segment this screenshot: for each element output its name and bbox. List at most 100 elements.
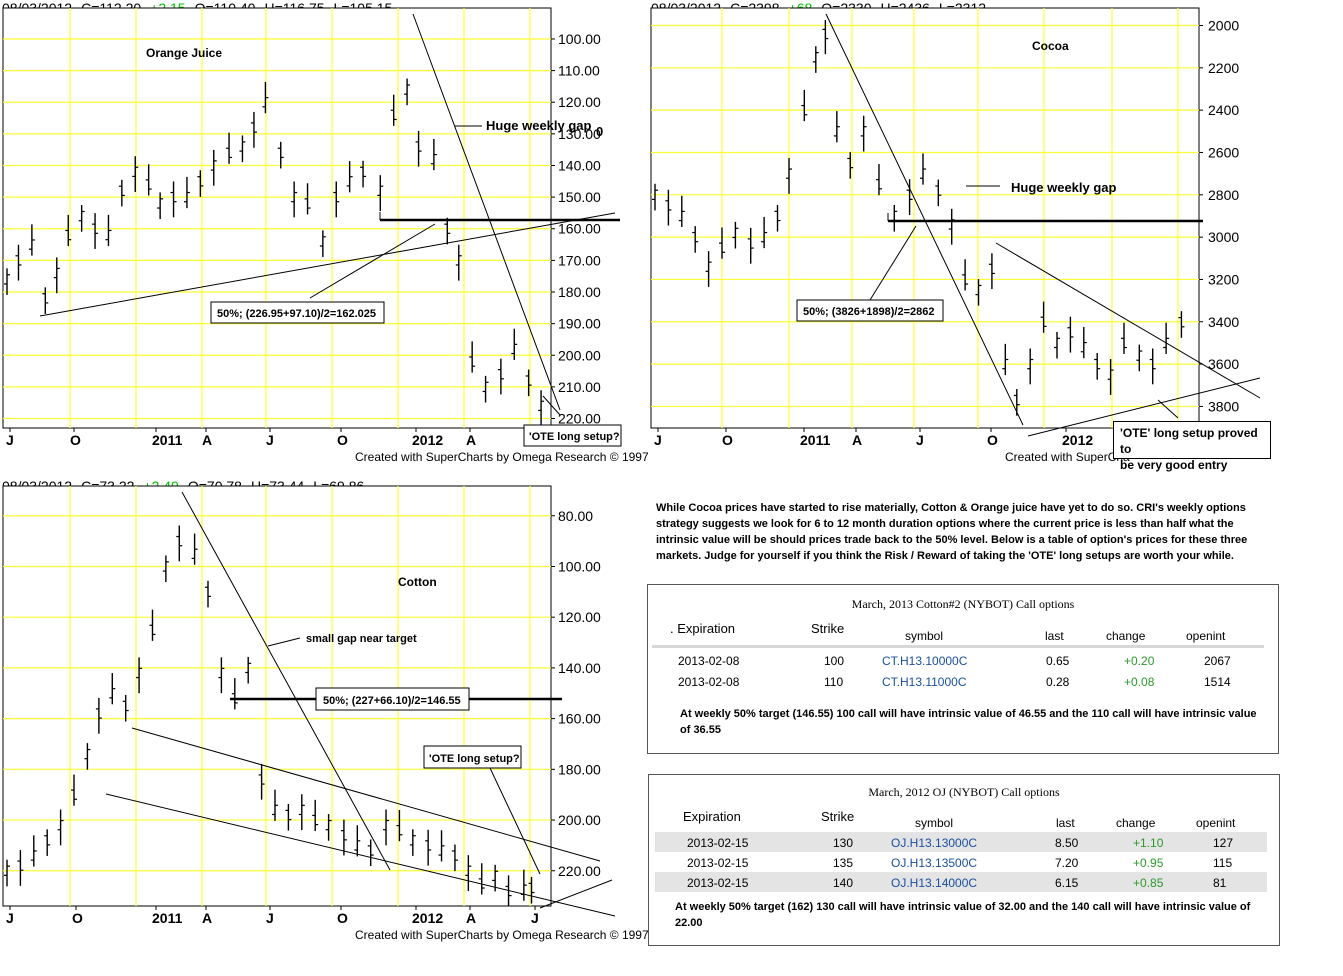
oj-y-tick-label: 160.00: [558, 221, 601, 237]
cotton-chart-title: Cotton: [398, 575, 437, 589]
cotton-gap-pointer: [267, 637, 301, 647]
oj-row3-symbol[interactable]: OJ.H13.14000C: [891, 876, 978, 890]
cotton-x-tick-label: J: [266, 910, 274, 926]
cotton-half-label-box: [315, 687, 470, 711]
cocoa-resistance-line: [995, 242, 1261, 399]
table-row: 2013-02-15 130 OJ.H13.13000C 8.50 +1.10 …: [655, 832, 1267, 852]
table-row: 2013-02-15 135 OJ.H13.13500C 7.20 +0.95 …: [655, 852, 1267, 872]
oj-row3-expiration: 2013-02-15: [687, 876, 749, 890]
cocoa-plot-area: [650, 7, 1200, 429]
cotton-x-tick-label: O: [72, 910, 83, 926]
cocoa-x-tick-label: O: [722, 432, 733, 448]
cocoa-chart-title: Cocoa: [1032, 39, 1069, 53]
cotton-y-tick-label: 140.00: [558, 660, 601, 676]
oj-gap-zero-label: 0: [596, 124, 603, 139]
oj-row2-openint: 115: [1213, 856, 1233, 870]
oj-col-symbol: symbol: [915, 816, 954, 830]
oj-ote-label-box: [523, 424, 622, 447]
cotton-downtrend-line: [181, 491, 391, 871]
cotton-x-tick-label: 2011: [152, 910, 183, 926]
oj-y-tick-label: 180.00: [558, 284, 601, 300]
cotton-row2-strike: 110: [824, 675, 844, 689]
cocoa-x-tick-label: J: [916, 432, 924, 448]
cocoa-y-tick-label: 3000: [1208, 229, 1239, 245]
cotton-col-change: change: [1106, 629, 1146, 643]
oj-row1-expiration: 2013-02-15: [687, 836, 749, 850]
oj-col-last: last: [1056, 816, 1075, 830]
oj-row1-change: +1.10: [1133, 836, 1164, 850]
cotton-upper-channel-line: [131, 727, 601, 862]
oj-y-tick-label: 190.00: [558, 316, 601, 332]
cotton-price-chart: 220.00 200.00 180.00 160.00 140.00 120.00 100.…: [2, 485, 616, 926]
cotton-row2-openint: 1514: [1204, 675, 1231, 689]
table-row: 2013-02-15 140 OJ.H13.14000C 6.15 +0.85 …: [655, 872, 1267, 892]
cotton-y-tick-label: 120.00: [558, 609, 601, 625]
cotton-options-title: March, 2013 Cotton#2 (NYBOT) Call option…: [851, 597, 1075, 611]
cotton-ote-label-box: [423, 745, 522, 769]
cotton-ote-pointer: [489, 767, 541, 875]
cocoa-y-tick-label: 2400: [1208, 102, 1239, 118]
cocoa-half-label-box: [796, 299, 944, 322]
cotton-col-expiration: . Expiration: [670, 621, 736, 636]
cotton-gap-label: small gap near target: [306, 633, 417, 645]
cotton-row2-symbol[interactable]: CT.H13.11000C: [882, 675, 967, 689]
cotton-row2-last: 0.28: [1046, 675, 1070, 689]
cocoa-y-tick-label: 2600: [1208, 144, 1239, 160]
oj-row1-symbol[interactable]: OJ.H13.13000C: [891, 836, 978, 850]
cotton-col-openint: openint: [1186, 629, 1226, 643]
cotton-row1-symbol[interactable]: CT.H13.10000C: [882, 654, 968, 668]
oj-row2-expiration: 2013-02-15: [687, 856, 749, 870]
cotton-header-separator: [652, 645, 1264, 648]
oj-row2-change: +0.95: [1133, 856, 1164, 870]
cotton-row2-change: +0.08: [1124, 675, 1155, 689]
oj-x-tick-label: 2012: [412, 432, 443, 448]
oj-row1-openint: 127: [1213, 836, 1234, 850]
cotton-x-tick-label: A: [202, 910, 212, 926]
cocoa-x-tick-label: O: [987, 432, 998, 448]
oj-row3-openint: 81: [1213, 876, 1227, 890]
cotton-row1-change: +0.20: [1124, 654, 1155, 668]
cocoa-gap-label: Huge weekly gap: [1011, 180, 1117, 195]
oj-half-label: 50%; (226.95+97.10)/2=162.025: [217, 308, 376, 320]
oj-options-title: March, 2012 OJ (NYBOT) Call options: [868, 785, 1060, 799]
oj-options-note: At weekly 50% target (162) 130 call will…: [675, 901, 1251, 929]
cotton-options-note: At weekly 50% target (146.55) 100 call w…: [680, 708, 1257, 736]
cocoa-price-chart: 3800 3600 3400 3200 3000 2800 2600 2400 2200 2000…: [650, 7, 1261, 448]
cocoa-ote-pointer: [1157, 399, 1179, 419]
cocoa-x-tick-label: 2012: [1062, 432, 1093, 448]
oj-y-tick-label: 130.00: [558, 126, 601, 142]
cocoa-y-tick-label: 2000: [1208, 18, 1239, 34]
cotton-y-tick-label: 100.00: [558, 558, 601, 574]
commentary-text: While Cocoa prices have started to rise …: [656, 502, 1248, 562]
oj-downtrend-line: [412, 13, 561, 411]
cotton-support-line: [539, 879, 613, 909]
cocoa-half-pointer: [869, 225, 917, 301]
cotton-col-symbol: symbol: [905, 629, 944, 643]
cocoa-half-label: 50%; (3826+1898)/2=2862: [803, 306, 935, 318]
oj-y-tick-label: 120.00: [558, 94, 601, 110]
cotton-y-tick-label: 160.00: [558, 711, 601, 727]
cotton-half-label: 50%; (227+66.10)/2=146.55: [323, 695, 461, 707]
oj-x-tick-label: A: [202, 432, 212, 448]
oj-gap-label: Huge weekly gap: [486, 118, 592, 133]
cotton-y-tick-label: 200.00: [558, 812, 601, 828]
oj-x-tick-label: O: [337, 432, 348, 448]
cocoa-ote-line2: be very good entry: [1120, 458, 1228, 472]
cocoa-y-tick-label: 3600: [1208, 356, 1239, 372]
oj-ote-pointer: [542, 395, 561, 416]
cocoa-x-tick-label: J: [654, 432, 662, 448]
oj-chart-title: Orange Juice: [146, 46, 222, 60]
oj-row3-strike: 140: [833, 876, 854, 890]
oj-col-openint: openint: [1196, 816, 1236, 830]
oj-y-tick-label: 150.00: [558, 189, 601, 205]
table-row: 2013-02-08 100 CT.H13.10000C 0.65 +0.20 …: [654, 651, 1266, 671]
cocoa-y-tick-label: 3400: [1208, 314, 1239, 330]
oj-row3-change: +0.85: [1133, 876, 1164, 890]
oj-row2-symbol[interactable]: OJ.H13.13500C: [891, 856, 978, 870]
cocoa-downtrend-line: [825, 13, 1024, 426]
oj-x-tick-label: J: [6, 432, 14, 448]
oj-options-table: March, 2012 OJ (NYBOT) Call options Expi…: [648, 774, 1280, 946]
cocoa-ote-callout: 'OTE' long setup proved to be very good …: [1113, 421, 1271, 472]
table-row: 2013-02-08 110 CT.H13.11000C 0.28 +0.08 …: [654, 672, 1266, 692]
